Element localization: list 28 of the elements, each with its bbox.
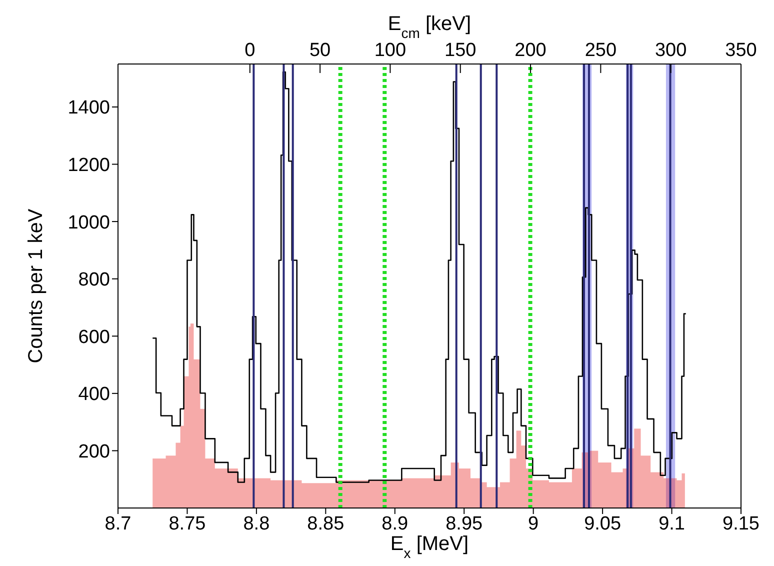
x-axis-title: E$_{x}$ [MeV] xyxy=(390,533,469,561)
x-tick-label: 9.05 xyxy=(584,513,622,534)
x2-tick-label: 200 xyxy=(514,40,546,61)
x2-tick-label: 350 xyxy=(725,40,757,61)
x2-tick-label: 150 xyxy=(444,40,476,61)
y-tick-label: 400 xyxy=(78,384,110,406)
y-tick-label: 800 xyxy=(78,270,110,291)
x-tick-label: 9.15 xyxy=(722,513,760,534)
y-tick-label: 1000 xyxy=(68,212,110,234)
y-tick-label: 600 xyxy=(78,326,110,348)
x-tick-label: 9.1 xyxy=(658,513,685,534)
y-tick-label: 1400 xyxy=(68,98,110,119)
x2-tick-label: 100 xyxy=(374,40,406,61)
x-tick-label: 8.85 xyxy=(307,513,344,534)
y-axis-title: Counts per 1 keV xyxy=(25,208,47,364)
x2-tick-label: 300 xyxy=(654,40,687,61)
x2-tick-label: 50 xyxy=(309,40,331,61)
x2-axis-title: E$_{cm}$ [keV] xyxy=(388,13,472,41)
x2-tick-label: 0 xyxy=(244,40,256,61)
x-tick-label: 9 xyxy=(528,513,539,534)
y-tick-label: 1200 xyxy=(68,155,110,176)
x-tick-label: 8.95 xyxy=(446,513,483,534)
x-tick-label: 8.8 xyxy=(243,513,270,534)
x-tick-label: 8.75 xyxy=(168,513,206,534)
x2-tick-label: 250 xyxy=(584,40,617,61)
x-tick-label: 8.7 xyxy=(104,513,132,534)
y-tick-label: 200 xyxy=(78,441,110,462)
x-tick-label: 8.9 xyxy=(382,513,408,534)
